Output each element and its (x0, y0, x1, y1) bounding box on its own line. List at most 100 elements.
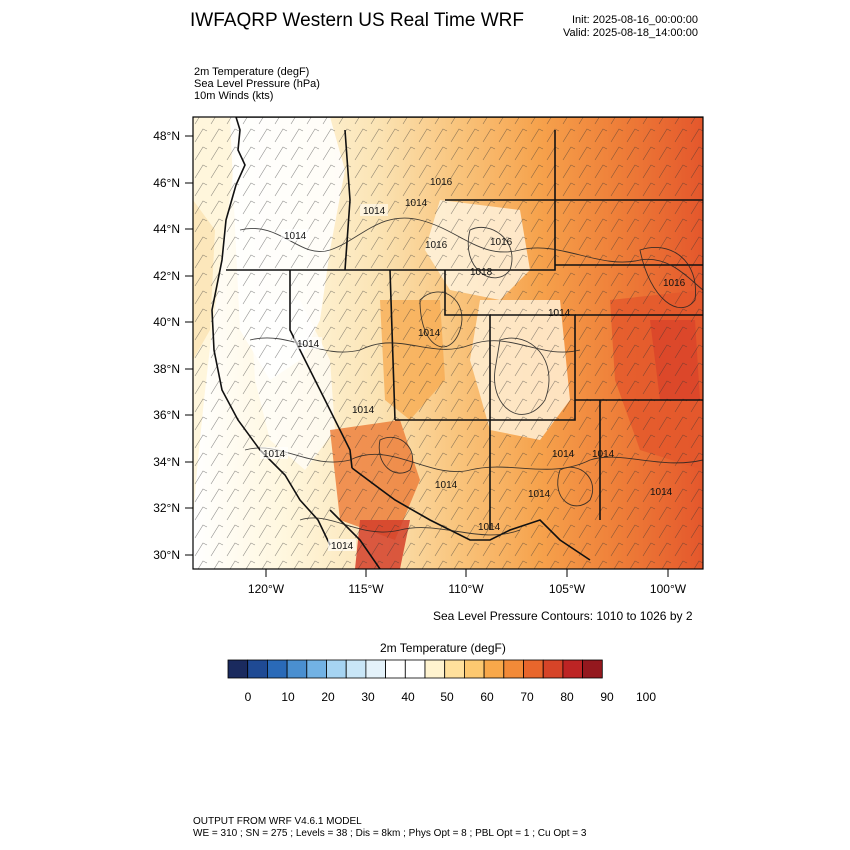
init-time: Init: 2025-08-16_00:00:00 (571, 14, 698, 26)
lon-label: 110°W (448, 582, 484, 596)
colorbar-title: 2m Temperature (degF) (380, 641, 506, 655)
colorbar-tick-label: 10 (281, 690, 295, 704)
variable-temperature: 2m Temperature (degF) (194, 66, 310, 78)
wind-barbs (193, 117, 703, 569)
isobar (494, 337, 550, 415)
isobar-label: 1014 (331, 541, 354, 552)
isobar-label: 1016 (425, 240, 448, 251)
lon-label: 100°W (650, 582, 687, 596)
isobar-label: 1014 (548, 308, 571, 319)
isobar-label: 1014 (297, 339, 320, 350)
colorbar-swatch (404, 659, 426, 679)
colorbar-swatch (286, 659, 308, 679)
contour-note: Sea Level Pressure Contours: 1010 to 102… (433, 609, 693, 623)
map-frame (192, 116, 704, 570)
california-nevada-border (289, 270, 353, 469)
colorbar-swatch (562, 659, 584, 679)
lon-label: 115°W (348, 582, 384, 596)
lat-label: 32°N (153, 501, 180, 515)
isobar-label: 1014 (478, 522, 501, 533)
isobar-label: 1018 (470, 267, 493, 278)
isobar-label: 1014 (363, 206, 386, 217)
colorbar-tick-label: 90 (600, 690, 614, 704)
lat-label: 30°N (153, 548, 180, 562)
colorbar-tick-label: 50 (440, 690, 454, 704)
wyoming-border (445, 199, 556, 271)
isobar-label: 1014 (418, 328, 441, 339)
lat-label: 42°N (153, 269, 180, 283)
lat-label: 44°N (153, 222, 180, 236)
colorbar-tick-labels: 0 10 20 30 40 50 60 70 80 90 100 (245, 690, 657, 704)
isobar (239, 217, 703, 291)
utah-west-border (389, 269, 396, 421)
colorbar-swatch (326, 659, 347, 679)
variable-list: 2m Temperature (degF) Sea Level Pressure… (194, 66, 320, 102)
mexico-border (351, 467, 591, 561)
isobar-label: 1016 (663, 278, 686, 289)
lat-ticks (185, 135, 193, 556)
colorbar-tick-label: 70 (520, 690, 534, 704)
gulf-of-california-coast (329, 509, 381, 569)
colorbar-swatch (266, 659, 288, 679)
colorbar-tick-label: 40 (401, 690, 415, 704)
colorbar-swatch (542, 659, 564, 679)
utah-east-border (444, 270, 491, 420)
lat-label: 36°N (153, 408, 180, 422)
colorbar-swatch (365, 659, 386, 679)
isobar (467, 226, 513, 279)
colorbar-swatch (385, 659, 406, 679)
isobar-labels: 1014 1014 1014 1016 1016 1018 1016 1014 … (260, 177, 686, 552)
colorbar-tick-label: 80 (560, 690, 574, 704)
colorbar-swatch (227, 659, 249, 679)
map-title: IWFAQRP Western US Real Time WRF (190, 10, 524, 31)
pacific-coastline (211, 117, 331, 546)
isobar-label: 1016 (430, 177, 453, 188)
footer-model: OUTPUT FROM WRF V4.6.1 MODEL (193, 816, 362, 827)
lon-label: 120°W (248, 582, 285, 596)
colorbar-swatch (444, 659, 465, 679)
lon-label: 105°W (549, 582, 586, 596)
isobar-label: 1014 (528, 489, 551, 500)
isobar-label: 1014 (435, 480, 458, 491)
colorbar-swatch (463, 659, 485, 679)
lat-label: 34°N (153, 455, 180, 469)
lat-labels: 48°N 46°N 44°N 42°N 40°N 38°N 36°N 34°N … (153, 129, 180, 562)
colorado-border (490, 314, 576, 421)
colorbar-swatch (483, 659, 505, 679)
model-footer: OUTPUT FROM WRF V4.6.1 MODEL WE = 310 ; … (193, 816, 586, 840)
colorbar-swatch (503, 659, 524, 679)
colorbar (227, 659, 603, 679)
colorbar-swatch (523, 659, 544, 679)
isobar (419, 291, 463, 348)
isobar (299, 517, 521, 536)
isobar (557, 466, 594, 507)
idaho-west-border (344, 129, 351, 271)
isobar-label: 1014 (650, 487, 673, 498)
isobar-label: 1016 (490, 237, 513, 248)
colorbar-tick-label: 100 (636, 690, 656, 704)
colorbar-swatch (582, 659, 603, 679)
run-times: Init: 2025-08-16_00:00:00 Valid: 2025-08… (563, 14, 698, 40)
variable-pressure: Sea Level Pressure (hPa) (194, 78, 320, 90)
lon-ticks (265, 569, 669, 577)
pressure-contours (239, 217, 703, 536)
valid-time: Valid: 2025-08-18_14:00:00 (563, 27, 698, 39)
lat-label: 48°N (153, 129, 180, 143)
isobar-label: 1014 (552, 449, 575, 460)
isobar-label: 1014 (405, 198, 428, 209)
political-boundaries (211, 117, 703, 569)
lat-label: 46°N (153, 176, 180, 190)
isobar-label: 1014 (284, 231, 307, 242)
isobar (378, 436, 414, 474)
isobar (244, 447, 703, 472)
isobar-label: 1014 (352, 405, 375, 416)
footer-config: WE = 310 ; SN = 275 ; Levels = 38 ; Dis … (193, 828, 587, 839)
colorbar-tick-label: 60 (480, 690, 494, 704)
colorbar-swatch (247, 659, 268, 679)
lon-labels: 120°W 115°W 110°W 105°W 100°W (248, 582, 687, 596)
lat-label: 40°N (153, 315, 180, 329)
variable-winds: 10m Winds (kts) (194, 90, 274, 102)
colorbar-tick-label: 30 (361, 690, 375, 704)
map-plot-area: 1014 1014 1014 1016 1016 1018 1016 1014 … (193, 117, 703, 569)
